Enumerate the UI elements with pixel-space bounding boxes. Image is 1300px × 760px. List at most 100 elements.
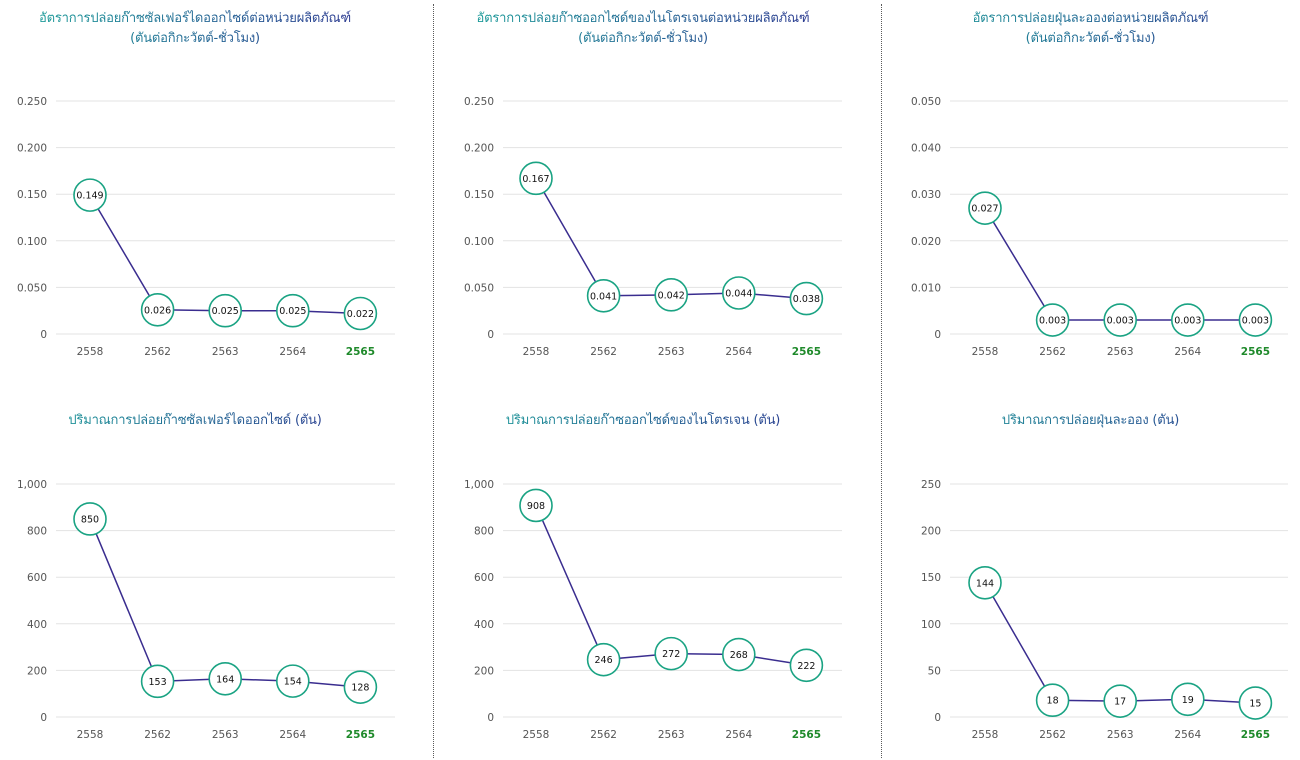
data-label: 0.022 bbox=[347, 309, 374, 320]
data-label: 154 bbox=[284, 677, 302, 688]
chart-panel-nox-rate: อัตราการปล่อยก๊าซออกไซด์ของไนโตรเจนต่อหน… bbox=[433, 0, 881, 380]
chart-title-line1: อัตราการปล่อยก๊าซซัลเฟอร์ไดออกไซด์ต่อหน่… bbox=[0, 9, 390, 29]
data-label: 0.003 bbox=[1039, 316, 1066, 327]
y-tick-label: 0.250 bbox=[464, 96, 494, 108]
data-point bbox=[275, 664, 310, 698]
x-tick-label: 2563 bbox=[658, 729, 685, 741]
data-point bbox=[654, 278, 688, 312]
data-label: 0.042 bbox=[658, 290, 685, 301]
data-label: 144 bbox=[976, 578, 994, 589]
data-label: 0.167 bbox=[522, 174, 549, 185]
y-tick-label: 200 bbox=[474, 665, 494, 677]
data-label: 272 bbox=[662, 649, 680, 660]
data-point bbox=[1170, 303, 1205, 337]
y-tick-label: 0.200 bbox=[464, 143, 494, 155]
data-point bbox=[1170, 682, 1205, 717]
data-point bbox=[721, 276, 756, 310]
data-point bbox=[73, 178, 107, 212]
chart-title-line1: ปริมาณการปล่อยก๊าซออกไซด์ของไนโตรเจน (ตั… bbox=[433, 411, 853, 431]
data-label: 222 bbox=[797, 661, 815, 672]
x-tick-label: 2565 bbox=[346, 346, 375, 358]
x-tick-label: 2564 bbox=[725, 729, 752, 741]
y-tick-label: 50 bbox=[928, 665, 941, 677]
data-point bbox=[586, 278, 621, 313]
chart-title-line2: (ตันต่อกิกะวัตต์-ชั่วโมง) bbox=[881, 29, 1300, 49]
data-point bbox=[586, 642, 621, 677]
data-label: 17 bbox=[1114, 697, 1126, 708]
y-tick-label: 0.250 bbox=[17, 96, 47, 108]
chart-panel-nox-amount: ปริมาณการปล่อยก๊าซออกไซด์ของไนโตรเจน (ตั… bbox=[433, 380, 881, 760]
x-tick-label: 2562 bbox=[1039, 346, 1066, 358]
data-label: 850 bbox=[81, 514, 99, 525]
x-tick-label: 2564 bbox=[279, 729, 306, 741]
data-point bbox=[1103, 684, 1137, 718]
y-tick-label: 0.200 bbox=[17, 143, 47, 155]
y-tick-label: 0 bbox=[934, 329, 941, 341]
data-point bbox=[343, 296, 378, 331]
y-tick-label: 800 bbox=[27, 526, 47, 538]
data-point bbox=[789, 281, 824, 316]
chart-title: อัตราการปล่อยก๊าซออกไซด์ของไนโตรเจนต่อหน… bbox=[433, 9, 853, 49]
y-tick-label: 600 bbox=[474, 572, 494, 584]
chart-svg: 0 50 100 150 200 250 2558 2562 2563 2564 2565 144 18… bbox=[921, 479, 1288, 741]
chart-title-line1: อัตราการปล่อยฝุ่นละอองต่อหน่วยผลิตภัณฑ์ bbox=[881, 9, 1300, 29]
data-label: 0.027 bbox=[971, 204, 998, 215]
column-divider-1 bbox=[433, 4, 434, 758]
chart-title-line1: อัตราการปล่อยก๊าซออกไซด์ของไนโตรเจนต่อหน… bbox=[433, 9, 853, 29]
data-point bbox=[1238, 686, 1273, 720]
chart-svg: 0 200 400 600 800 1,000 2558 2562 2563 2564 2565 85… bbox=[17, 479, 395, 741]
data-point bbox=[519, 488, 553, 523]
chart-panel-so2-amount: ปริมาณการปล่อยก๊าซซัลเฟอร์ไดออกไซด์ (ตัน… bbox=[0, 380, 433, 760]
data-point bbox=[519, 161, 553, 196]
data-label: 908 bbox=[527, 501, 545, 512]
data-label: 0.025 bbox=[212, 306, 239, 317]
x-tick-label: 2558 bbox=[972, 729, 999, 741]
chart-title: ปริมาณการปล่อยก๊าซออกไซด์ของไนโตรเจน (ตั… bbox=[433, 411, 853, 431]
data-point bbox=[343, 670, 378, 704]
x-tick-label: 2564 bbox=[279, 346, 306, 358]
data-point bbox=[721, 637, 756, 672]
y-tick-label: 600 bbox=[27, 572, 47, 584]
data-point bbox=[654, 636, 688, 671]
chart-title-line2: (ตันต่อกิกะวัตต์-ชั่วโมง) bbox=[433, 29, 853, 49]
y-tick-label: 1,000 bbox=[17, 479, 47, 491]
y-tick-label: 0.010 bbox=[911, 282, 941, 294]
data-label: 0.149 bbox=[76, 191, 103, 202]
column-divider-2 bbox=[881, 4, 882, 758]
chart-svg: 0 200 400 600 800 1,000 2558 2562 2563 2564 2565 90… bbox=[464, 479, 842, 741]
data-label: 18 bbox=[1047, 696, 1059, 707]
data-label: 268 bbox=[730, 650, 748, 661]
x-tick-label: 2564 bbox=[725, 346, 752, 358]
chart-title: อัตราการปล่อยก๊าซซัลเฟอร์ไดออกไซด์ต่อหน่… bbox=[0, 9, 390, 49]
y-tick-label: 0.050 bbox=[911, 96, 941, 108]
x-tick-label: 2563 bbox=[212, 729, 239, 741]
y-tick-label: 0.050 bbox=[464, 282, 494, 294]
x-tick-label: 2558 bbox=[972, 346, 999, 358]
chart-title: ปริมาณการปล่อยฝุ่นละออง (ตัน) bbox=[881, 411, 1300, 431]
y-tick-label: 0 bbox=[40, 329, 47, 341]
x-tick-label: 2558 bbox=[77, 729, 104, 741]
data-label: 0.038 bbox=[793, 294, 820, 305]
y-tick-label: 400 bbox=[474, 619, 494, 631]
y-tick-label: 0.020 bbox=[911, 236, 941, 248]
chart-title: อัตราการปล่อยฝุ่นละอองต่อหน่วยผลิตภัณฑ์ … bbox=[881, 9, 1300, 49]
data-point bbox=[140, 292, 175, 327]
data-label: 0.003 bbox=[1242, 316, 1269, 327]
y-tick-label: 150 bbox=[921, 572, 941, 584]
y-tick-label: 250 bbox=[921, 479, 941, 491]
chart-panel-dust-amount: ปริมาณการปล่อยฝุ่นละออง (ตัน) 0 50 100 150 2… bbox=[881, 380, 1300, 760]
x-tick-label: 2563 bbox=[1107, 729, 1134, 741]
x-tick-label: 2558 bbox=[523, 729, 550, 741]
data-label: 0.026 bbox=[144, 305, 171, 316]
y-tick-label: 0.030 bbox=[911, 189, 941, 201]
data-point bbox=[1238, 303, 1273, 337]
y-tick-label: 1,000 bbox=[464, 479, 494, 491]
data-label: 0.044 bbox=[725, 288, 752, 299]
x-tick-label: 2565 bbox=[792, 346, 821, 358]
y-tick-label: 800 bbox=[474, 526, 494, 538]
y-tick-label: 0.040 bbox=[911, 143, 941, 155]
y-tick-label: 0 bbox=[487, 712, 494, 724]
data-label: 164 bbox=[216, 674, 234, 685]
x-tick-label: 2564 bbox=[1174, 346, 1201, 358]
